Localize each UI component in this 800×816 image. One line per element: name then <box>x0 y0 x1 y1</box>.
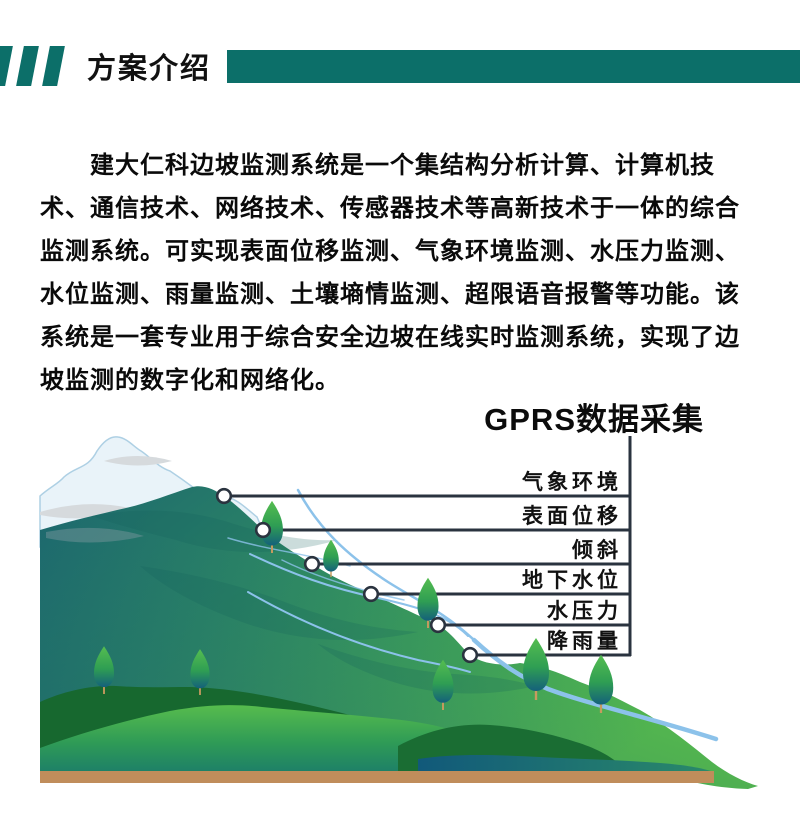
tree-trunk <box>599 700 603 713</box>
sensor-label: 降雨量 <box>547 629 622 653</box>
sensor-label: 地下水位 <box>522 568 622 592</box>
intro-line: 坡监测的数字化和网络化。 <box>40 367 340 394</box>
sensor-label: 水压力 <box>547 600 622 623</box>
snow-cloud-patch <box>104 456 172 466</box>
tree-canopy <box>190 649 210 689</box>
tree-trunk <box>199 685 201 695</box>
tree-trunk <box>330 569 332 577</box>
monitoring-point <box>429 616 447 634</box>
label-box <box>497 470 631 496</box>
intro-line: 监测系统。可实现表面位移监测、气象环境监测、水压力监测、 <box>40 238 740 265</box>
slope-shading-band <box>140 566 418 640</box>
tree-trunk <box>534 687 538 700</box>
intro-line: 系统是一套专业用于综合安全边坡在线实时监测系统，实现了边 <box>40 324 740 351</box>
intro-line: 建大仁科边坡监测系统是一个集结构分析计算、计算机技 <box>90 152 715 179</box>
tree-trunk <box>427 617 429 628</box>
stream <box>281 559 405 601</box>
foreground <box>40 646 714 783</box>
monitoring-point <box>303 555 321 573</box>
tree <box>190 649 210 695</box>
label-box <box>497 504 631 530</box>
tree-trunk <box>270 542 274 553</box>
label-box <box>502 568 631 594</box>
tree-canopy <box>432 659 454 703</box>
sensor-label: 气象环境 <box>521 470 622 494</box>
intro-paragraph: 建大仁科边坡监测系统是一个集结构分析计算、计算机技 术、通信技术、网络技术、传感… <box>40 144 764 402</box>
tree-canopy <box>588 654 614 705</box>
monitoring-point <box>215 487 233 505</box>
diagram-title: GPRS数据采集 <box>484 402 704 437</box>
tree-canopy <box>523 638 549 691</box>
slope-mist <box>46 527 144 543</box>
tree-canopy <box>417 577 439 621</box>
tree <box>93 646 115 694</box>
sensor-label: 表面位移 <box>522 504 622 528</box>
water-band <box>418 755 714 774</box>
trees <box>261 500 614 713</box>
intro-line: 水位监测、雨量监测、土壤墒情监测、超限语音报警等功能。该 <box>40 281 740 308</box>
tree-canopy <box>323 539 339 572</box>
bright-hill <box>40 705 511 773</box>
slope-shading-band <box>318 644 536 694</box>
indicator-lines: 气象环境 表面位移 倾斜 地下水位 水压力 降雨量 <box>224 436 632 657</box>
section-title: 方案介绍 <box>87 53 212 85</box>
tree <box>432 659 454 710</box>
header-accent-bar <box>227 49 800 83</box>
tree-trunk <box>442 699 444 710</box>
label-box <box>543 538 631 564</box>
section-header: 方案介绍 <box>0 46 800 86</box>
stream <box>247 591 471 673</box>
stream <box>296 488 476 642</box>
tree <box>323 539 339 577</box>
tree <box>417 577 439 628</box>
monitoring-point <box>254 521 272 539</box>
monitoring-point <box>362 585 380 603</box>
tree-canopy <box>93 646 115 688</box>
label-box <box>519 599 631 625</box>
tree <box>523 638 549 700</box>
tree <box>588 654 614 713</box>
monitoring-point <box>461 646 479 664</box>
monitoring-points <box>215 487 479 664</box>
sensor-labels: 气象环境 表面位移 倾斜 地下水位 水压力 降雨量 <box>521 470 622 653</box>
tree-trunk <box>103 683 105 694</box>
ground-strip <box>40 771 714 783</box>
stream <box>471 637 719 742</box>
sensor-label: 倾斜 <box>571 538 622 562</box>
label-box <box>537 629 631 655</box>
intro-line: 术、通信技术、网络技术、传感器技术等高新技术于一体的综合 <box>40 195 740 222</box>
